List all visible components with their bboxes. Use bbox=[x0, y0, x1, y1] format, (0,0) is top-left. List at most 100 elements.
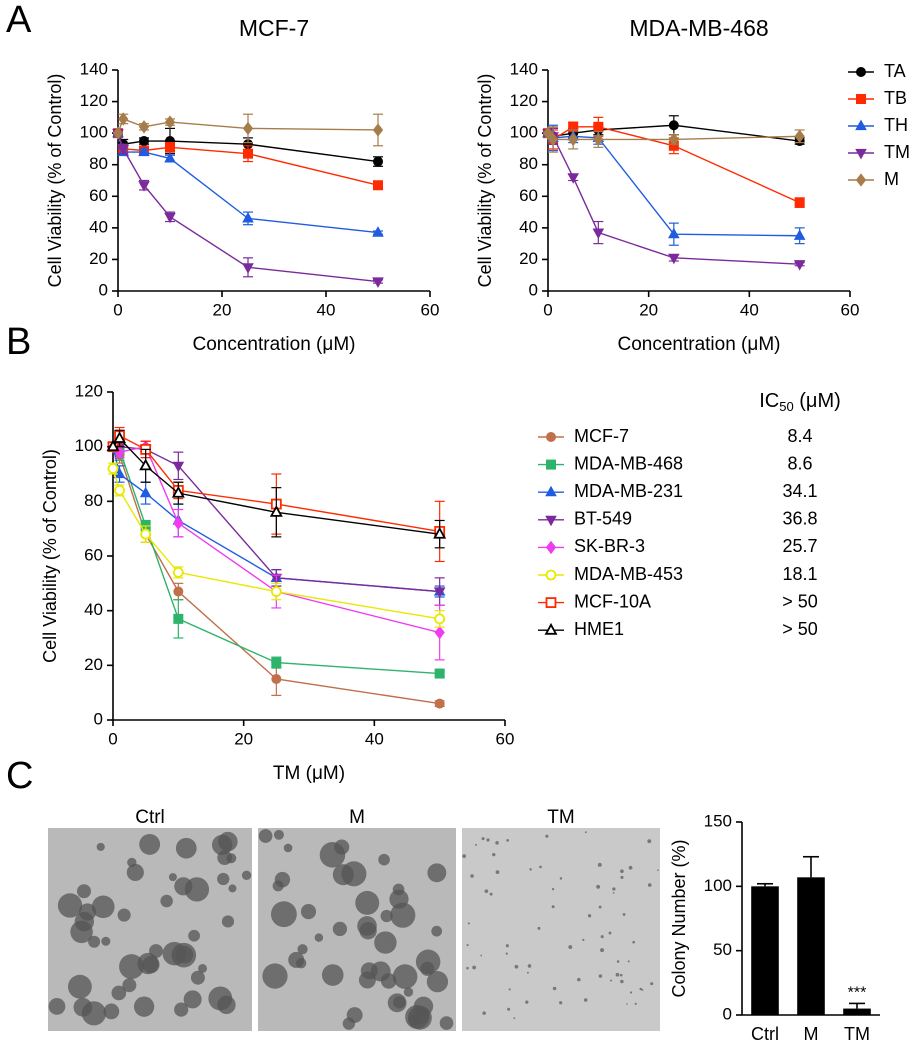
colony bbox=[119, 954, 144, 980]
colony bbox=[466, 944, 469, 947]
legend-marker bbox=[545, 540, 557, 555]
marker bbox=[106, 439, 120, 452]
legend-marker bbox=[544, 622, 558, 635]
colony bbox=[616, 960, 620, 963]
ic50-value: 8.4 bbox=[787, 426, 812, 446]
marker bbox=[433, 526, 447, 539]
marker bbox=[668, 120, 679, 131]
colony bbox=[597, 862, 602, 867]
legend-label: M bbox=[884, 169, 899, 189]
colony bbox=[295, 957, 307, 969]
colony bbox=[76, 884, 91, 899]
colony bbox=[57, 893, 83, 918]
colony bbox=[559, 877, 563, 880]
colony bbox=[332, 921, 348, 937]
colony bbox=[600, 935, 604, 939]
y-tick-label: 80 bbox=[519, 154, 538, 173]
colony bbox=[122, 978, 137, 993]
colony bbox=[598, 905, 602, 909]
marker bbox=[593, 132, 604, 147]
colony bbox=[489, 892, 493, 896]
colony bbox=[300, 904, 317, 920]
x-tick-label: TM bbox=[844, 1024, 870, 1044]
marker bbox=[434, 613, 446, 625]
marker bbox=[568, 132, 579, 147]
colony bbox=[647, 883, 652, 887]
colony bbox=[211, 834, 233, 856]
colony bbox=[319, 842, 346, 868]
legend-label: BT-549 bbox=[574, 509, 632, 529]
colony bbox=[545, 834, 549, 838]
colony bbox=[600, 948, 605, 953]
colony bbox=[357, 916, 377, 936]
colony bbox=[133, 996, 155, 1017]
colony bbox=[622, 913, 626, 916]
marker bbox=[434, 668, 445, 679]
marker bbox=[138, 120, 150, 134]
y-tick-label: 100 bbox=[75, 436, 103, 455]
legend-label: MCF-7 bbox=[574, 426, 629, 446]
marker bbox=[114, 484, 125, 496]
colony bbox=[492, 853, 496, 857]
colony bbox=[126, 863, 144, 882]
y-tick-label: 140 bbox=[80, 59, 108, 78]
marker bbox=[173, 586, 184, 597]
image-label: M bbox=[349, 807, 365, 828]
colony bbox=[587, 914, 592, 918]
ic50-value: > 50 bbox=[782, 619, 818, 639]
colony bbox=[405, 1004, 430, 1029]
marker bbox=[164, 212, 176, 224]
legend-marker bbox=[855, 119, 867, 131]
marker bbox=[793, 260, 806, 271]
y-axis-label: Cell Viability (% of Control) bbox=[475, 74, 495, 288]
y-tick-label: 0 bbox=[529, 280, 538, 299]
x-axis-label: Concentration (μM) bbox=[192, 334, 355, 355]
colony bbox=[378, 853, 390, 866]
colony bbox=[103, 1003, 120, 1020]
y-tick-label: 100 bbox=[704, 876, 732, 895]
x-tick-label: 60 bbox=[421, 300, 440, 319]
colony bbox=[88, 935, 101, 948]
marker bbox=[373, 180, 383, 191]
marker bbox=[172, 567, 184, 578]
marker bbox=[567, 173, 579, 184]
marker bbox=[164, 151, 176, 163]
x-tick-label: 40 bbox=[317, 300, 336, 319]
ic50-title: IC bbox=[759, 390, 779, 412]
y-tick-label: 40 bbox=[89, 217, 108, 236]
colony bbox=[390, 902, 416, 928]
colony bbox=[626, 1003, 628, 1005]
colony bbox=[641, 988, 644, 991]
x-tick-label: 60 bbox=[496, 729, 515, 748]
y-axis-label: Cell Viability (% of Control) bbox=[40, 449, 60, 663]
colony bbox=[583, 998, 588, 1002]
colony bbox=[467, 922, 470, 925]
marker bbox=[113, 431, 127, 443]
colony bbox=[392, 883, 405, 896]
colony bbox=[48, 997, 66, 1015]
colony bbox=[175, 837, 197, 859]
colony bbox=[389, 889, 409, 909]
panel-label: C bbox=[6, 755, 33, 797]
colony bbox=[387, 993, 407, 1013]
y-tick-label: 0 bbox=[94, 709, 103, 728]
ic50-value: 36.8 bbox=[782, 509, 817, 529]
colony bbox=[514, 964, 519, 969]
marker bbox=[271, 674, 282, 684]
x-tick-label: 40 bbox=[740, 300, 759, 319]
y-tick-label: 20 bbox=[84, 655, 103, 674]
colony bbox=[620, 979, 624, 984]
bar bbox=[751, 886, 779, 1015]
colony bbox=[188, 929, 200, 942]
colony bbox=[480, 954, 483, 957]
legend-marker bbox=[545, 569, 557, 581]
colony bbox=[639, 987, 643, 991]
panel-label: A bbox=[6, 0, 32, 41]
y-tick-label: 100 bbox=[80, 123, 108, 142]
colony bbox=[505, 944, 509, 948]
colony bbox=[647, 839, 652, 844]
colony bbox=[274, 871, 291, 888]
marker bbox=[794, 129, 805, 143]
x-tick-label: 0 bbox=[108, 729, 117, 748]
